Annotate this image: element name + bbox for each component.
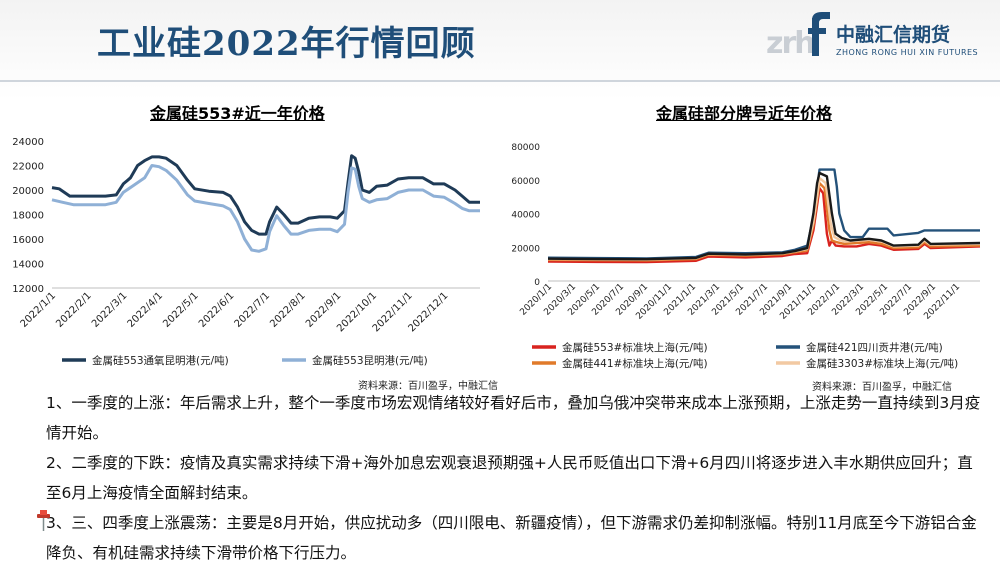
x-tick-label: 2022/5/1 bbox=[161, 290, 201, 330]
y-tick-label: 60000 bbox=[511, 177, 540, 187]
right-chart-title: 金属硅部分牌号近年价格 bbox=[656, 104, 833, 123]
logo-chinese-name: 中融汇信期货 bbox=[836, 24, 951, 46]
company-logo: zrh 中融汇信期货 ZHONG RONG HUI XIN FUTURES bbox=[766, 10, 986, 70]
x-tick-label: 2022/1/1 bbox=[19, 290, 59, 330]
x-tick-label: 2022/4/1 bbox=[126, 290, 166, 330]
title-divider bbox=[0, 80, 1000, 82]
legend-label: 金属硅3303#标准块上海(元/吨) bbox=[806, 357, 958, 370]
y-tick-label: 80000 bbox=[511, 143, 540, 153]
legend-label: 金属硅553#标准块上海(元/吨) bbox=[562, 341, 708, 354]
page-title: 工业硅2022年行情回顾 bbox=[97, 24, 476, 64]
y-tick-label: 18000 bbox=[12, 211, 44, 222]
legend-label: 金属硅553通氧昆明港(元/吨) bbox=[92, 354, 229, 367]
logo-english-name: ZHONG RONG HUI XIN FUTURES bbox=[836, 48, 979, 57]
y-tick-label: 12000 bbox=[12, 284, 44, 295]
x-tick-label: 2022/2/1 bbox=[54, 290, 94, 330]
paragraph-q1: 1、一季度的上涨：年后需求上升，整个一季度市场宏观情绪较好看好后市，叠加乌俄冲突… bbox=[46, 394, 981, 442]
commentary: 1、一季度的上涨：年后需求上升，整个一季度市场宏观情绪较好看好后市，叠加乌俄冲突… bbox=[46, 388, 981, 568]
left-chart-source: 资料来源：百川盈孚，中融汇信 bbox=[358, 381, 498, 392]
series-line bbox=[51, 154, 480, 236]
y-tick-label: 40000 bbox=[511, 211, 540, 221]
y-tick-label: 20000 bbox=[12, 186, 44, 197]
logo-mark-text: zrh bbox=[766, 26, 816, 61]
x-tick-label: 2022/7/1 bbox=[233, 290, 273, 330]
y-tick-label: 22000 bbox=[12, 162, 44, 173]
series-line bbox=[51, 164, 480, 253]
y-tick-label: 20000 bbox=[511, 244, 540, 254]
chart-0: 12000 14000 16000 18000 20000 22000 24000 2022/… bbox=[12, 137, 480, 367]
paragraph-q2: 2、二季度的下跌：疫情及真实需求持续下滑+海外加息宏观衰退预期强+人民币贬值出口… bbox=[46, 454, 973, 502]
pushpin-icon bbox=[37, 510, 50, 531]
paragraph-q3q4: 3、三、四季度上涨震荡：主要是8月开始，供应扰动多（四川限电、新疆疫情），但下游… bbox=[46, 514, 977, 562]
logo-f-icon bbox=[808, 12, 830, 56]
y-tick-label: 24000 bbox=[12, 137, 44, 148]
series-line bbox=[547, 187, 981, 264]
left-chart-title: 金属硅553#近一年价格 bbox=[150, 104, 325, 123]
legend-label: 金属硅441#标准块上海(元/吨) bbox=[562, 357, 708, 370]
legend-label: 金属硅553昆明港(元/吨) bbox=[312, 354, 428, 367]
y-tick-label: 16000 bbox=[12, 235, 44, 246]
legend-label: 金属硅421四川贡井港(元/吨) bbox=[806, 341, 943, 354]
x-tick-label: 2022/3/1 bbox=[90, 290, 130, 330]
x-tick-label: 2022/6/1 bbox=[197, 290, 237, 330]
y-tick-label: 0 bbox=[534, 278, 540, 288]
series-line bbox=[547, 171, 981, 261]
y-tick-label: 14000 bbox=[12, 260, 44, 271]
right-chart-source: 资料来源：百川盈孚，中融汇信 bbox=[812, 382, 952, 393]
header-band bbox=[0, 0, 1000, 100]
chart-1: 0200004000060000800002020/1/12020/3/1202… bbox=[511, 143, 981, 370]
x-tick-label: 2022/8/1 bbox=[268, 290, 308, 330]
charts-canvas: 12000 14000 16000 18000 20000 22000 24000 2022/… bbox=[12, 137, 981, 370]
